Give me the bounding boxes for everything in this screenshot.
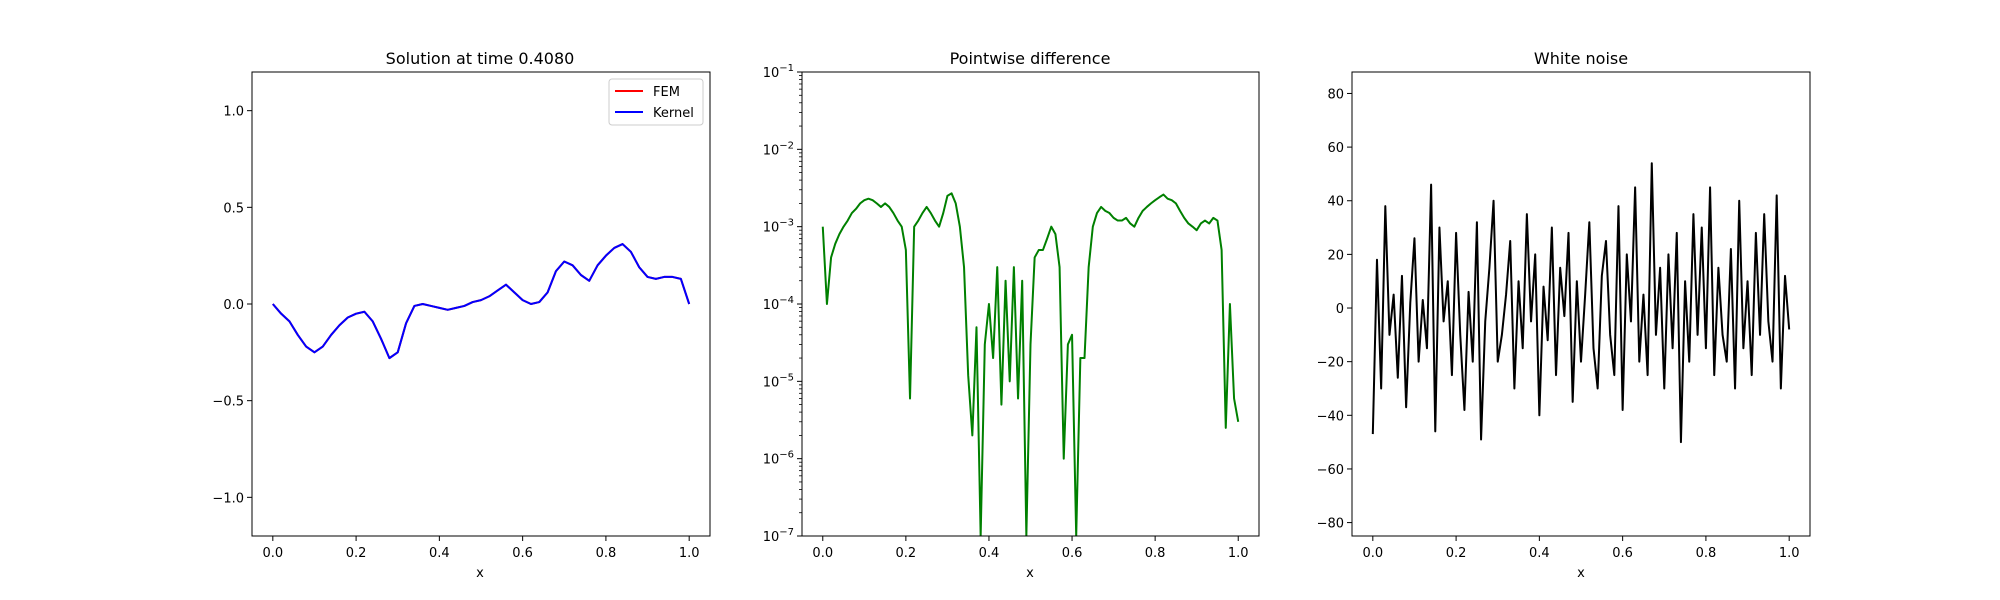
x-tick-label: 0.4 [429,546,450,561]
x-tick-label: 0.0 [1362,546,1383,561]
y-tick-label: 10−5 [763,372,794,390]
y-tick-label: −0.5 [212,395,244,410]
y-tick-label: −80 [1317,517,1344,532]
x-axis-label-solution: x [476,566,484,581]
x-tick-label: 1.0 [1779,546,1800,561]
y-tick-label: 0.5 [223,201,244,216]
chart-title-difference: Pointwise difference [950,49,1111,68]
x-tick-label: 0.8 [1696,546,1717,561]
chart-title-solution: Solution at time 0.4080 [386,49,575,68]
legend: FEM Kernel [608,78,704,126]
y-tick-label: 10−7 [763,527,794,545]
x-tick-label: 0.0 [812,546,833,561]
y-tick-label: −40 [1317,409,1344,424]
panel-white-noise: White noise 0.0 0.2 0.4 0.6 0.8 1.0 −80 −60 −40 −… [1317,49,1811,581]
y-tick-label: −20 [1317,356,1344,371]
axes-frame [1351,71,1811,537]
series-line-series-0 [821,192,1240,536]
y-tick-label: 0 [1336,302,1344,317]
x-tick-label: 0.8 [1145,546,1166,561]
x-axis-label-difference: x [1026,566,1034,581]
panel-solution: Solution at time 0.4080 0.0 0.2 0.4 0.6 0.8 1… [212,49,711,581]
x-tick-label: 0.0 [262,546,283,561]
legend-label-fem: FEM [653,85,680,100]
chart-title-noise: White noise [1534,49,1628,68]
series-line-kernel [272,243,691,360]
x-axis-label-noise: x [1577,566,1585,581]
x-tick-label: 0.2 [896,546,917,561]
y-tick-label: 10−2 [763,140,794,158]
y-tick-label: 10−1 [763,63,794,81]
y-tick-label: 40 [1327,195,1344,210]
legend-label-kernel: Kernel [653,106,694,121]
x-tick-label: 0.6 [1612,546,1633,561]
x-tick-label: 0.8 [596,546,617,561]
y-tick-label: 0.0 [223,298,244,313]
series-line-series-0 [1371,162,1791,444]
x-tick-label: 0.2 [346,546,367,561]
x-tick-label: 0.4 [979,546,1000,561]
y-tick-label: 80 [1327,87,1344,102]
x-tick-label: 0.2 [1446,546,1467,561]
plot-area-solution: 0.0 0.2 0.4 0.6 0.8 1.0 −1.0 −0.5 0.0 0.5 1.0 [212,71,711,561]
y-tick-label: 10−6 [763,450,794,468]
x-tick-label: 1.0 [679,546,700,561]
x-tick-label: 0.6 [512,546,533,561]
y-tick-label: 20 [1327,248,1344,263]
y-tick-label: 10−4 [763,295,794,313]
y-tick-label: −1.0 [212,491,244,506]
y-tick-label: 60 [1327,141,1344,156]
plot-area-noise: 0.0 0.2 0.4 0.6 0.8 1.0 −80 −60 −40 −20 0 20 40 60 80 [1317,71,1811,561]
y-tick-label: 1.0 [223,105,244,120]
x-tick-label: 0.4 [1529,546,1550,561]
x-tick-label: 0.6 [1062,546,1083,561]
plot-area-difference: 0.0 0.2 0.4 0.6 0.8 1.0 10−7 10−6 10−5 10−4 10−3 10… [763,63,1260,561]
panel-pointwise-difference: Pointwise difference 0.0 0.2 0.4 0.6 0.8 1.0 1… [763,49,1260,581]
x-tick-label: 1.0 [1228,546,1249,561]
y-tick-label: 10−3 [763,218,794,236]
y-tick-label: −60 [1317,463,1344,478]
